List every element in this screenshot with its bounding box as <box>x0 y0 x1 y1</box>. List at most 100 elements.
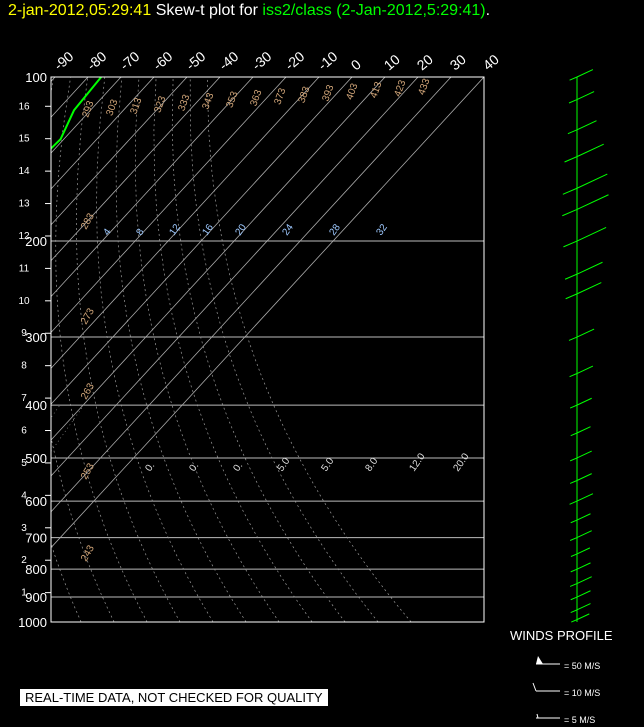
adiabat-label: 283 <box>79 211 97 231</box>
height-tick-label: 15 <box>18 134 30 145</box>
wind-barb-tail <box>569 480 578 484</box>
wind-barb-tail <box>569 373 578 378</box>
moisture-label: 20.0 <box>451 451 471 474</box>
legend-barb-flag <box>536 656 543 664</box>
temperature-tick-group: -10 <box>315 48 341 73</box>
wind-barb-tail <box>569 537 578 541</box>
adiabat-label: 363 <box>248 88 264 108</box>
height-tick-label: 6 <box>21 426 27 437</box>
wind-barb-tail <box>569 76 578 81</box>
wind-barb <box>576 547 591 555</box>
wind-barb-tail <box>569 583 578 587</box>
adiabat-label: 323 <box>152 94 168 114</box>
isotherm <box>51 77 353 405</box>
wind-barb-tail <box>568 336 578 341</box>
wind-barb <box>576 603 591 611</box>
adiabat-label: 343 <box>200 91 216 111</box>
wind-legend-5: = 5 M/S <box>564 715 596 725</box>
temperature-tick-label: 30 <box>447 51 469 73</box>
height-tick-label: 7 <box>21 393 27 404</box>
isotherm <box>51 77 320 369</box>
height-tick-label: 8 <box>21 361 27 372</box>
title-trailing: . <box>485 2 491 19</box>
isotherm <box>51 77 287 334</box>
pressure-tick-label: 600 <box>25 494 47 509</box>
title-plot-label: Skew-t plot for <box>155 2 258 19</box>
wind-barb <box>576 328 595 338</box>
temperature-tick-group: -40 <box>216 48 242 73</box>
winds-profile-title: WINDS PROFILE <box>510 628 613 643</box>
temperature-tick-group: -70 <box>117 48 143 73</box>
temperature-tick-group: 0 <box>348 56 364 73</box>
height-tick-label: 14 <box>18 166 30 177</box>
adiabat-label: 243 <box>79 543 97 563</box>
adiabat-label: 393 <box>320 83 336 103</box>
temperature-tick-label: 10 <box>381 51 403 73</box>
adiabat-label: 383 <box>296 85 312 105</box>
isotherm <box>51 77 155 190</box>
quality-disclaimer: REAL-TIME DATA, NOT CHECKED FOR QUALITY <box>20 689 328 706</box>
grid-layer <box>51 77 484 622</box>
wind-barb <box>576 365 594 374</box>
adiabat-label: 423 <box>392 78 408 98</box>
wind-legend-10: = 10 M/S <box>564 688 601 698</box>
wind-barb-tail <box>571 619 578 623</box>
height-tick-label: 10 <box>18 296 30 307</box>
wind-barb-tail <box>570 609 578 614</box>
adiabat-label: 373 <box>272 86 288 106</box>
title-timestamp: 2-jan-2012,05:29:41 <box>8 2 152 19</box>
wind-barb-tail <box>564 273 578 280</box>
temperature-tick-label: 40 <box>480 51 502 73</box>
isotherm <box>51 77 452 513</box>
temperature-tick-label: -80 <box>84 48 110 73</box>
wind-barb <box>576 493 594 502</box>
temperature-tick-group: -20 <box>282 48 308 73</box>
moisture-label: 12.0 <box>407 451 427 474</box>
height-tick-label: 1 <box>21 588 27 599</box>
pressure-tick-label: 400 <box>25 398 47 413</box>
axis-layer: 1002003004005006007008009001000161514131… <box>18 48 502 630</box>
temperature-tick-label: -90 <box>51 48 77 73</box>
temperature-tick-group: -90 <box>51 48 77 73</box>
wind-barb <box>576 450 592 459</box>
moisture-label: 0. <box>231 461 245 474</box>
dry-adiabat <box>171 77 346 622</box>
height-tick-label: 13 <box>18 199 30 210</box>
temperature-tick-label: -30 <box>249 48 275 73</box>
adiabat-label: 273 <box>79 306 97 326</box>
temperature-tick-group: 20 <box>414 51 436 73</box>
height-tick-label: 16 <box>18 101 30 112</box>
wind-barb <box>576 530 592 539</box>
wind-barb-tail <box>569 500 578 505</box>
dry-adiabat <box>115 77 247 622</box>
dry-adiabat <box>51 77 115 622</box>
adiabat-label: 333 <box>176 93 192 113</box>
moisture-label: 0. <box>187 461 201 474</box>
dry-adiabat <box>134 77 280 622</box>
pressure-tick-label: 800 <box>25 562 47 577</box>
mixing-ratio-label: 12 <box>167 222 183 238</box>
wind-barb-tail <box>565 293 578 300</box>
temperature-tick-label: -10 <box>315 48 341 73</box>
pressure-tick-label: 200 <box>25 234 47 249</box>
isotherm <box>51 77 221 262</box>
wind-barb <box>576 261 603 275</box>
mixing-ratio-label: 28 <box>327 222 343 238</box>
adiabat-label: 293 <box>80 99 96 119</box>
wind-barb-tail <box>563 240 578 248</box>
dry-adiabat <box>206 77 412 622</box>
temperature-tick-label: -20 <box>282 48 308 73</box>
temperature-tick-group: -80 <box>84 48 110 73</box>
isotherm <box>51 77 254 298</box>
pressure-tick-label: 300 <box>25 330 47 345</box>
adiabat-label: 313 <box>128 96 144 116</box>
wind-barb <box>576 173 608 189</box>
adiabat-label: 353 <box>224 90 240 110</box>
mixing-ratio-label: 16 <box>200 222 216 238</box>
height-tick-label: 3 <box>21 523 27 534</box>
title-dataset: iss2/class (2-Jan-2012,5:29:41) <box>262 2 486 19</box>
height-tick-label: 4 <box>21 490 27 501</box>
wind-barb <box>576 91 595 101</box>
isotherm <box>51 77 188 226</box>
